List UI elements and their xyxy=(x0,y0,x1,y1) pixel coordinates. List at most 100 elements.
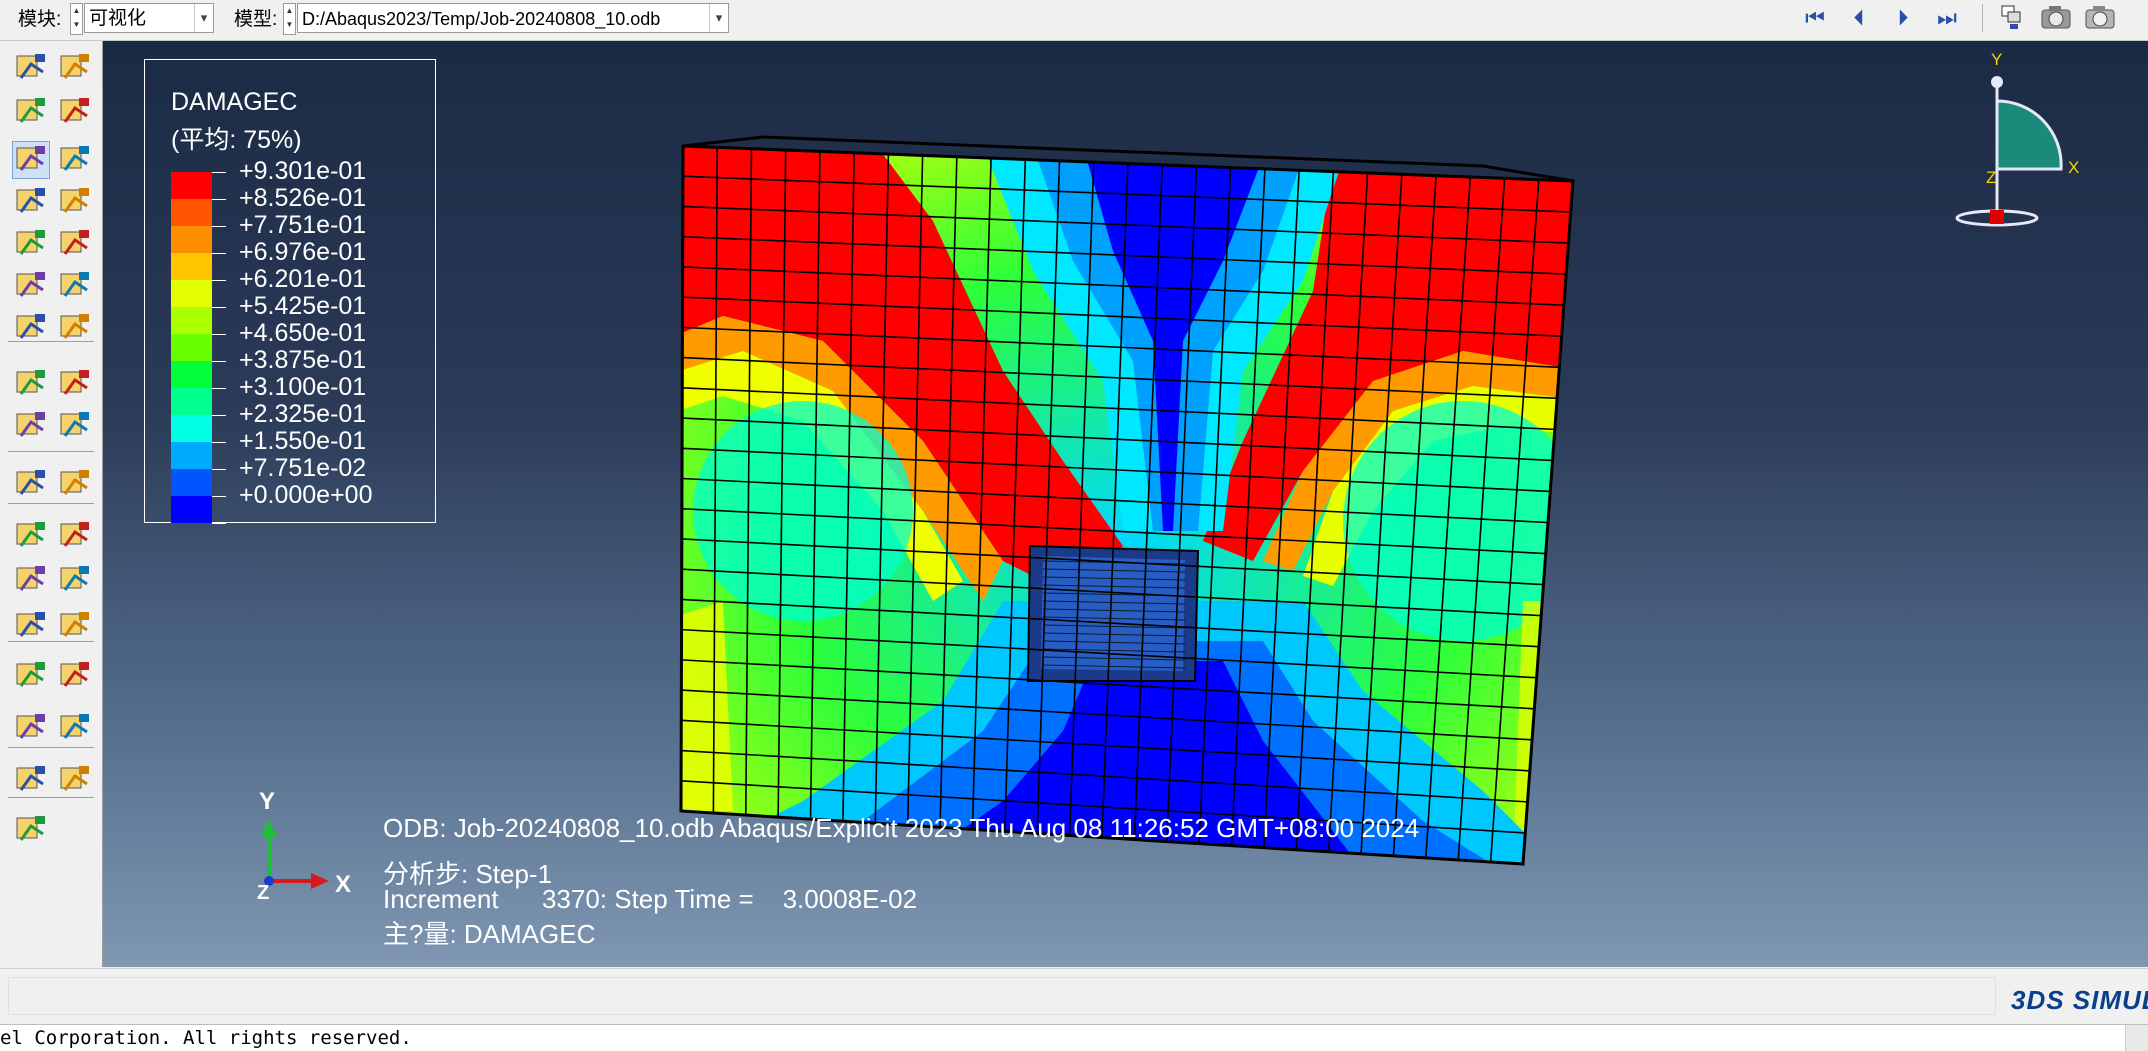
triad-z-label: Z xyxy=(257,882,269,904)
animate-harmonic-button[interactable] xyxy=(12,365,50,403)
plot-paths-options-button[interactable] xyxy=(56,225,94,263)
common-plot-options-icon xyxy=(13,762,49,798)
next-frame-button[interactable]: ⏵ xyxy=(1885,2,1921,34)
model-label: 模型: xyxy=(234,4,277,31)
animation-options-button[interactable] xyxy=(56,365,94,403)
query-button[interactable] xyxy=(12,561,50,599)
plot-deformed-icon xyxy=(57,50,93,86)
common-plot-options-button[interactable] xyxy=(12,761,50,799)
free-body-cut-icon xyxy=(13,658,49,694)
plot-paths-button[interactable] xyxy=(12,225,50,263)
allow-multiple-plot-button[interactable] xyxy=(56,183,94,221)
toolbar-separator xyxy=(1982,4,1983,32)
prompt-field xyxy=(8,977,1996,1015)
xy-data-button[interactable] xyxy=(12,465,50,503)
odb-info-line: ODB: Job-20240808_10.odb Abaqus/Explicit… xyxy=(383,813,1419,844)
graphics-viewport[interactable]: DAMAGEC (平均: 75%) +9.301e-01 +8.526e-01 +7… xyxy=(103,41,2148,967)
allow-multiple-plot-icon xyxy=(57,184,93,220)
module-spinner[interactable]: ▲ ▼ xyxy=(70,3,83,35)
plot-contours-deformed-icon xyxy=(57,142,93,178)
probe-values-icon xyxy=(57,562,93,598)
message-text: el Corporation. All rights reserved. xyxy=(0,1027,412,1049)
camera-movie-icon xyxy=(2039,2,2073,32)
free-body-cut-button[interactable] xyxy=(12,657,50,695)
plot-paths-icon xyxy=(13,226,49,262)
animation-options-button[interactable] xyxy=(1994,2,2030,34)
color-code-manager-button[interactable] xyxy=(56,709,94,747)
create-display-group-icon xyxy=(13,608,49,644)
visualization-toolbox xyxy=(0,41,103,967)
save-animation-button[interactable] xyxy=(2038,2,2074,34)
model-spinner[interactable]: ▲ ▼ xyxy=(283,3,296,35)
display-group-manager-button[interactable] xyxy=(56,607,94,645)
variable-info-line: 主?量: DAMAGEC xyxy=(383,914,595,951)
message-scrollbar[interactable] xyxy=(2125,1025,2148,1051)
triad-y-label: Y xyxy=(259,788,275,815)
print-image-button[interactable] xyxy=(2082,2,2118,34)
plot-contours-options-icon xyxy=(13,184,49,220)
toolbox-separator xyxy=(8,503,94,504)
plot-stream-options-button[interactable] xyxy=(56,267,94,305)
view-cut-icon xyxy=(13,408,49,444)
overlay-plot-button[interactable] xyxy=(56,761,94,799)
toolbox-separator xyxy=(8,747,94,748)
model-select[interactable]: D:/Abaqus2023/Temp/Job-20240808_10.odb ▾ xyxy=(297,3,729,33)
plot-contours-button[interactable] xyxy=(12,93,50,131)
model-face xyxy=(663,137,1583,871)
create-path-icon xyxy=(13,518,49,554)
simulia-logo: 3DS SIMULIA xyxy=(2011,985,2148,1016)
tool-settings-button[interactable] xyxy=(12,811,50,849)
color-code-icon xyxy=(13,710,49,746)
xy-plot-icon xyxy=(57,518,93,554)
previous-frame-button[interactable]: ⏴ xyxy=(1841,2,1877,34)
model-select-value: D:/Abaqus2023/Temp/Job-20240808_10.odb xyxy=(302,9,660,29)
first-frame-button[interactable]: ⏮ xyxy=(1797,2,1833,34)
chevron-down-icon: ▾ xyxy=(194,4,213,32)
view-cut-manager-button[interactable] xyxy=(56,407,94,445)
plot-undeformed-icon xyxy=(13,50,49,86)
module-label: 模块: xyxy=(18,4,61,31)
toolbox-separator xyxy=(8,341,94,342)
plot-contours-deformed-button[interactable] xyxy=(56,141,94,179)
view-cut-button[interactable] xyxy=(12,407,50,445)
view-triad-bottom: Y X Z xyxy=(257,788,351,904)
plot-contours-icon xyxy=(13,94,49,130)
camera-icon xyxy=(2083,2,2117,32)
toolbox-separator xyxy=(8,641,94,642)
create-path-button[interactable] xyxy=(12,517,50,555)
xy-data-manager-icon xyxy=(57,466,93,502)
chevron-down-icon: ▾ xyxy=(709,4,728,32)
plot-stream-button[interactable] xyxy=(12,267,50,305)
display-group-manager-icon xyxy=(57,608,93,644)
xy-plot-button[interactable] xyxy=(56,517,94,555)
plot-symbols-icon xyxy=(57,94,93,130)
module-select-value: 可视化 xyxy=(89,8,146,29)
plot-material-orientation-button[interactable] xyxy=(12,141,50,179)
xy-data-manager-button[interactable] xyxy=(56,465,94,503)
triad-y-label: Y xyxy=(1991,50,2002,69)
module-select[interactable]: 可视化 ▾ xyxy=(84,3,214,33)
overlay-plot-icon xyxy=(57,762,93,798)
free-body-manager-button[interactable] xyxy=(56,657,94,695)
context-toolbar: 模块: ▲ ▼ 可视化 ▾ 模型: ▲ ▼ D:/Abaqus2023/Temp/J… xyxy=(0,0,2148,41)
view-cut-manager-icon xyxy=(57,408,93,444)
triad-x-label: X xyxy=(2068,158,2079,177)
color-code-manager-icon xyxy=(57,710,93,746)
create-display-group-button[interactable] xyxy=(12,607,50,645)
last-frame-button[interactable]: ⏭ xyxy=(1929,2,1965,34)
plot-stream-icon xyxy=(13,268,49,304)
animate-harmonic-icon xyxy=(13,366,49,402)
color-code-button[interactable] xyxy=(12,709,50,747)
plot-symbols-button[interactable] xyxy=(56,93,94,131)
plot-deformed-button[interactable] xyxy=(56,49,94,87)
triad-x-label: X xyxy=(335,871,351,898)
plot-stream-options-icon xyxy=(57,268,93,304)
triad-z-label: Z xyxy=(1986,168,1996,187)
probe-values-button[interactable] xyxy=(56,561,94,599)
plot-contours-options-button[interactable] xyxy=(12,183,50,221)
toolbox-separator xyxy=(8,797,94,798)
plot-undeformed-button[interactable] xyxy=(12,49,50,87)
plot-paths-options-icon xyxy=(57,226,93,262)
message-area[interactable]: el Corporation. All rights reserved. xyxy=(0,1024,2148,1051)
view-triad-top: Y X Z xyxy=(1957,50,2079,225)
